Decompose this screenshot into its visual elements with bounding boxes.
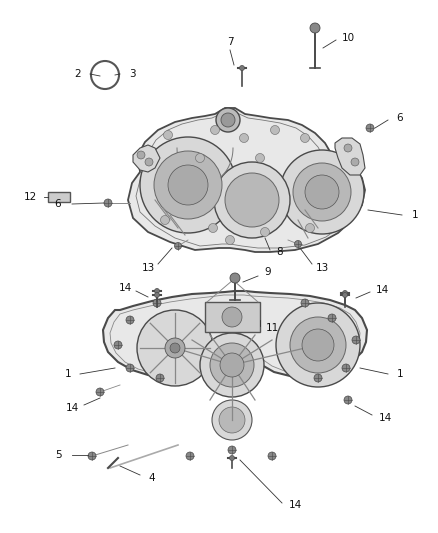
Circle shape [160, 215, 170, 224]
Circle shape [294, 240, 301, 247]
Circle shape [255, 154, 265, 163]
Circle shape [174, 243, 181, 249]
Text: 13: 13 [141, 263, 155, 273]
Circle shape [290, 317, 346, 373]
Circle shape [366, 124, 374, 132]
Circle shape [165, 338, 185, 358]
Circle shape [214, 162, 290, 238]
Circle shape [301, 299, 309, 307]
Text: 8: 8 [277, 247, 283, 257]
Circle shape [140, 137, 236, 233]
Text: 6: 6 [55, 199, 61, 209]
Circle shape [168, 165, 208, 205]
Circle shape [293, 163, 351, 221]
Circle shape [153, 299, 161, 307]
Polygon shape [103, 291, 367, 377]
Circle shape [305, 175, 339, 209]
Circle shape [343, 290, 347, 295]
Circle shape [342, 364, 350, 372]
Bar [48, 192, 70, 202]
Text: 14: 14 [288, 500, 302, 510]
Circle shape [195, 154, 205, 163]
Circle shape [280, 150, 364, 234]
Circle shape [305, 223, 314, 232]
Circle shape [211, 125, 219, 134]
Circle shape [212, 400, 252, 440]
Circle shape [210, 343, 254, 387]
Circle shape [302, 329, 334, 361]
Text: 14: 14 [118, 283, 132, 293]
Text: 1: 1 [65, 369, 71, 379]
Circle shape [344, 396, 352, 404]
Text: 13: 13 [315, 263, 328, 273]
Circle shape [271, 125, 279, 134]
Circle shape [219, 407, 245, 433]
Circle shape [314, 374, 322, 382]
Circle shape [126, 364, 134, 372]
Circle shape [351, 158, 359, 166]
Circle shape [186, 452, 194, 460]
Text: 4: 4 [148, 473, 155, 483]
Circle shape [145, 158, 153, 166]
Polygon shape [335, 138, 365, 175]
Circle shape [343, 293, 347, 297]
Bar [205, 302, 260, 332]
Circle shape [352, 336, 360, 344]
Polygon shape [128, 108, 365, 252]
Text: 12: 12 [23, 192, 37, 202]
Circle shape [88, 452, 96, 460]
Circle shape [155, 288, 159, 294]
Text: 5: 5 [55, 450, 61, 460]
Circle shape [208, 223, 218, 232]
Text: 10: 10 [342, 33, 355, 43]
Circle shape [240, 133, 248, 142]
Circle shape [228, 446, 236, 454]
Circle shape [154, 151, 222, 219]
Text: 2: 2 [75, 69, 81, 79]
Circle shape [104, 199, 112, 207]
Circle shape [220, 353, 244, 377]
Circle shape [163, 131, 173, 140]
Circle shape [261, 228, 269, 237]
Circle shape [170, 343, 180, 353]
Circle shape [216, 108, 240, 132]
Circle shape [200, 333, 264, 397]
Text: 6: 6 [397, 113, 403, 123]
Circle shape [222, 307, 242, 327]
Circle shape [230, 456, 234, 461]
Circle shape [114, 341, 122, 349]
Circle shape [268, 452, 276, 460]
Text: 14: 14 [375, 285, 389, 295]
Text: 9: 9 [265, 267, 271, 277]
Text: 14: 14 [65, 403, 79, 413]
Circle shape [96, 388, 104, 396]
Circle shape [225, 173, 279, 227]
Text: 11: 11 [265, 323, 279, 333]
Circle shape [126, 316, 134, 324]
Polygon shape [133, 145, 160, 172]
Circle shape [226, 236, 234, 245]
Circle shape [276, 303, 360, 387]
Text: 14: 14 [378, 413, 392, 423]
Circle shape [328, 314, 336, 322]
Circle shape [230, 273, 240, 283]
Text: 7: 7 [227, 37, 233, 47]
Circle shape [137, 151, 145, 159]
Circle shape [310, 23, 320, 33]
Text: 1: 1 [397, 369, 403, 379]
Circle shape [344, 144, 352, 152]
Text: 3: 3 [129, 69, 135, 79]
Circle shape [155, 293, 159, 297]
Circle shape [300, 133, 310, 142]
Circle shape [240, 66, 244, 70]
Text: 1: 1 [412, 210, 418, 220]
Circle shape [137, 310, 213, 386]
Circle shape [156, 374, 164, 382]
Circle shape [221, 113, 235, 127]
